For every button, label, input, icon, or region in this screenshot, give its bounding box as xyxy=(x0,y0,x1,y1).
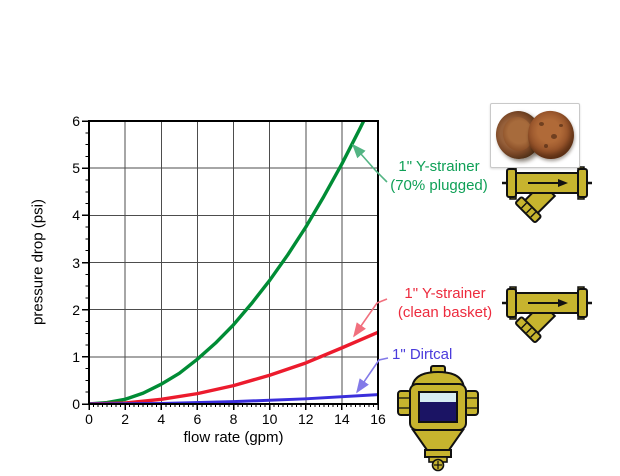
x-tick-label: 10 xyxy=(261,411,278,427)
annotation-clean-line1: 1" Y-strainer xyxy=(404,285,486,302)
x-tick-label: 0 xyxy=(85,411,93,427)
x-tick-label: 4 xyxy=(157,411,166,427)
y-axis-title: pressure drop (psi) xyxy=(29,199,47,325)
y-strainer-icon-clean xyxy=(500,285,594,345)
x-tick-label: 6 xyxy=(193,411,202,427)
x-tick-label: 2 xyxy=(121,411,130,427)
x-tick-label: 16 xyxy=(370,411,386,427)
annotation-dirtcal-line1: 1" Dirtcal xyxy=(392,346,453,363)
annotation-clean-strainer: 1" Y-strainer (clean basket) xyxy=(384,284,506,322)
y-tick-label: 6 xyxy=(72,113,80,129)
annotation-plugged-line2: (70% plugged) xyxy=(390,177,488,194)
annotation-dirtcal: 1" Dirtcal xyxy=(392,345,452,364)
dirtcal-icon xyxy=(397,365,479,472)
gridlines xyxy=(89,121,378,404)
axis-ticks xyxy=(82,120,379,410)
y-tick-label: 4 xyxy=(72,207,80,224)
leader-arrow-dirtcal xyxy=(356,357,389,394)
curve-1 xyxy=(89,121,366,404)
y-tick-label: 0 xyxy=(72,396,80,412)
annotation-plugged-strainer: 1" Y-strainer (70% plugged) xyxy=(378,157,500,195)
annotation-plugged-line1: 1" Y-strainer xyxy=(398,158,480,175)
x-axis-title: flow rate (gpm) xyxy=(183,429,284,446)
x-tick-label: 8 xyxy=(229,411,238,427)
y-tick-label: 1 xyxy=(72,348,80,365)
leader-arrow-clean xyxy=(353,298,388,338)
leader-arrow-plugged xyxy=(351,143,388,183)
x-tick-label: 12 xyxy=(297,411,314,427)
y-tick-label: 3 xyxy=(72,254,80,271)
annotation-clean-line2: (clean basket) xyxy=(397,304,493,321)
y-tick-label: 5 xyxy=(72,160,80,177)
plugged-strainer-photo xyxy=(490,103,580,168)
curve-2 xyxy=(89,330,378,404)
y-tick-label: 2 xyxy=(72,301,80,318)
x-tick-label: 14 xyxy=(334,411,350,427)
y-strainer-icon-plugged xyxy=(500,165,594,225)
plot-border xyxy=(88,120,379,405)
